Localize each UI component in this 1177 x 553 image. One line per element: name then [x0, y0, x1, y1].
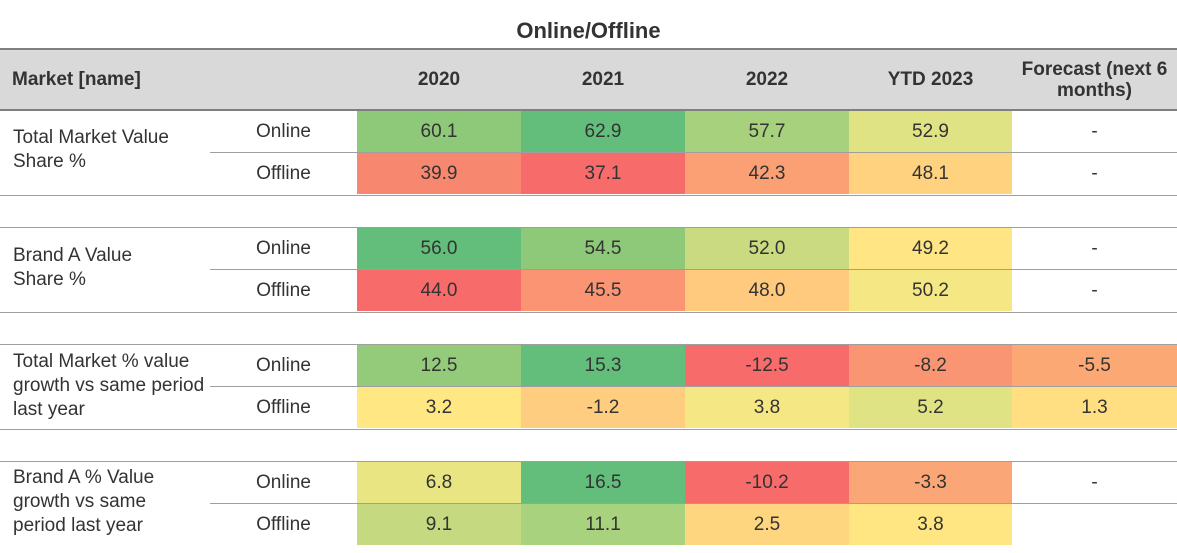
chart-title: Online/Offline: [516, 18, 661, 43]
table-cell: 56.0: [357, 228, 521, 269]
group-divider: [0, 429, 1177, 430]
table-cell: 37.1: [521, 153, 685, 194]
table-cell: 42.3: [685, 153, 849, 194]
group-label: Brand A % Value growth vs same period la…: [13, 467, 155, 536]
table-cell: -8.2: [849, 345, 1012, 386]
table-cell: 60.1: [357, 111, 521, 152]
row-label-offline: Offline: [256, 163, 311, 184]
group-top-line: [0, 344, 1177, 345]
group-label: Total Market Value Share %: [13, 127, 169, 172]
group-divider: [0, 312, 1177, 313]
table-cell: -: [1012, 228, 1177, 269]
table-cell: 48.1: [849, 153, 1012, 194]
row-label-offline: Offline: [256, 280, 311, 301]
group-top-line: [0, 227, 1177, 228]
table-cell: -: [1012, 462, 1177, 503]
table-cell: 3.2: [357, 387, 521, 428]
row-label-online: Online: [256, 355, 311, 376]
table-cell: 12.5: [357, 345, 521, 386]
row-label-online: Online: [256, 238, 311, 259]
table-cell: -: [1012, 270, 1177, 311]
row-label-online: Online: [256, 472, 311, 493]
table-cell: 45.5: [521, 270, 685, 311]
table-cell: 44.0: [357, 270, 521, 311]
table-cell: -12.5: [685, 345, 849, 386]
header-ytd-2023: YTD 2023: [887, 69, 974, 90]
row-divider: [210, 269, 1177, 270]
table-cell: 6.8: [357, 462, 521, 503]
table-cell: 49.2: [849, 228, 1012, 269]
table-cell: 3.8: [685, 387, 849, 428]
table-cell: 15.3: [521, 345, 685, 386]
row-label-offline: Offline: [256, 397, 311, 418]
header-forecast: Forecast (next 6 months): [1021, 58, 1168, 101]
table-cell: -10.2: [685, 462, 849, 503]
table-cell: -: [1012, 153, 1177, 194]
table-cell: 11.1: [521, 504, 685, 545]
group-divider: [0, 195, 1177, 196]
table-cell: -: [1012, 111, 1177, 152]
table-cell: 16.5: [521, 462, 685, 503]
table-cell: -5.5: [1012, 345, 1177, 386]
table-cell: 9.1: [357, 504, 521, 545]
group-label: Total Market % value growth vs same peri…: [13, 351, 205, 420]
table-cell: 2.5: [685, 504, 849, 545]
header-market: Market [name]: [12, 69, 141, 90]
header-2020: 2020: [417, 69, 461, 90]
table-cell: 39.9: [357, 153, 521, 194]
table-cell: -3.3: [849, 462, 1012, 503]
table-cell: 52.0: [685, 228, 849, 269]
table-header: Market [name] 2020 2021 2022 YTD 2023 Fo…: [0, 48, 1177, 111]
table-cell: 3.8: [849, 504, 1012, 545]
table-cell: 5.2: [849, 387, 1012, 428]
row-divider: [210, 152, 1177, 153]
header-2022: 2022: [745, 69, 789, 90]
row-label-online: Online: [256, 121, 311, 142]
row-divider: [210, 503, 1177, 504]
row-label-offline: Offline: [256, 514, 311, 535]
table-cell: 1.3: [1012, 387, 1177, 428]
table-cell: 48.0: [685, 270, 849, 311]
table-cell: 57.7: [685, 111, 849, 152]
row-divider: [210, 386, 1177, 387]
header-2021: 2021: [581, 69, 625, 90]
table-cell: 50.2: [849, 270, 1012, 311]
table-cell: 62.9: [521, 111, 685, 152]
group-label: Brand A Value Share %: [13, 245, 133, 290]
table-cell: -1.2: [521, 387, 685, 428]
group-top-line: [0, 461, 1177, 462]
table-cell: [1012, 504, 1177, 545]
table-cell: 54.5: [521, 228, 685, 269]
table-cell: 52.9: [849, 111, 1012, 152]
